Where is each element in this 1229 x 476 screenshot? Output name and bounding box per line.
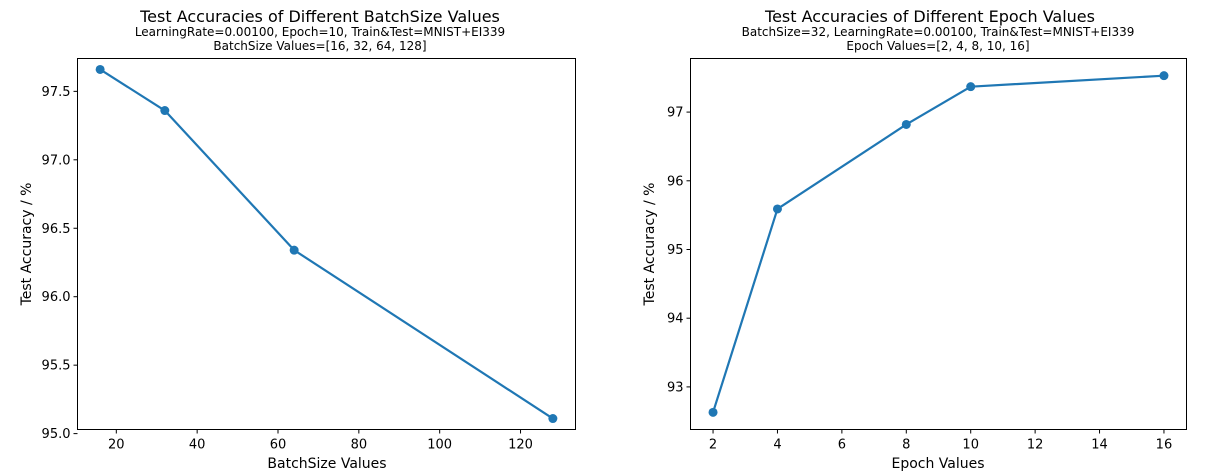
x-tick-label: 80: [351, 438, 368, 453]
chart-title: Test Accuracies of Different Epoch Value…: [764, 7, 1095, 26]
data-point: [901, 119, 911, 129]
x-tick-label: 100: [427, 438, 452, 453]
plot-frame: [77, 58, 576, 430]
data-point: [772, 204, 782, 214]
chart-title: Test Accuracies of Different BatchSize V…: [139, 7, 500, 26]
data-point: [95, 64, 105, 74]
x-tick-label: 120: [508, 438, 533, 453]
y-tick-label: 93: [667, 380, 684, 395]
chart-subtitle-line-2: BatchSize Values=[16, 32, 64, 128]: [213, 39, 426, 53]
y-tick-label: 96: [667, 174, 684, 189]
y-tick-label: 94: [667, 312, 684, 327]
x-tick-label: 40: [189, 438, 206, 453]
y-tick-label: 97.5: [42, 85, 71, 100]
x-tick-label: 4: [773, 438, 781, 453]
x-tick-label: 20: [108, 438, 125, 453]
x-axis: 2 4 6 8 10 12 14 16: [709, 429, 1173, 453]
x-tick-label: 10: [962, 438, 979, 453]
chart-subtitle-line-1: BatchSize=32, LearningRate=0.00100, Trai…: [742, 25, 1135, 39]
data-point: [289, 245, 299, 255]
y-tick-label: 96.5: [42, 222, 71, 237]
series-line: [711, 74, 1166, 414]
plot-frame: [690, 58, 1187, 430]
y-axis: 95.0 95.5 96.0 96.5 97.0 97.5: [42, 85, 78, 442]
chart-batchsize: Test Accuracies of Different BatchSize V…: [19, 7, 576, 472]
series-line: [99, 68, 554, 420]
x-tick-label: 12: [1027, 438, 1044, 453]
series: [95, 64, 558, 424]
y-axis: 93 94 95 96 97: [667, 106, 691, 395]
y-tick-label: 95: [667, 243, 684, 258]
x-tick-label: 14: [1091, 438, 1108, 453]
y-tick-label: 95.0: [42, 427, 71, 442]
chart-subtitle-line-1: LearningRate=0.00100, Epoch=10, Train&Te…: [135, 25, 505, 39]
data-point: [548, 414, 558, 424]
data-point: [966, 82, 976, 92]
data-point: [708, 407, 718, 417]
data-point: [160, 106, 170, 116]
y-tick-label: 95.5: [42, 359, 71, 374]
x-axis-label: Epoch Values: [891, 456, 984, 472]
x-tick-label: 60: [270, 438, 287, 453]
chart-subtitle-line-2: Epoch Values=[2, 4, 8, 10, 16]: [846, 39, 1029, 53]
y-tick-label: 97.0: [42, 153, 71, 168]
x-axis-label: BatchSize Values: [267, 456, 386, 472]
y-tick-label: 97: [667, 106, 684, 121]
data-point: [1159, 71, 1169, 81]
y-tick-label: 96.0: [42, 290, 71, 305]
y-axis-label: Test Accuracy / %: [19, 183, 35, 307]
x-tick-label: 2: [709, 438, 717, 453]
chart-epoch: Test Accuracies of Different Epoch Value…: [642, 7, 1187, 472]
x-tick-label: 16: [1156, 438, 1173, 453]
x-tick-label: 8: [902, 438, 910, 453]
y-axis-label: Test Accuracy / %: [642, 183, 658, 307]
x-tick-label: 6: [838, 438, 846, 453]
series: [708, 71, 1169, 417]
x-axis: 20 40 60 80 100 120: [108, 429, 533, 453]
